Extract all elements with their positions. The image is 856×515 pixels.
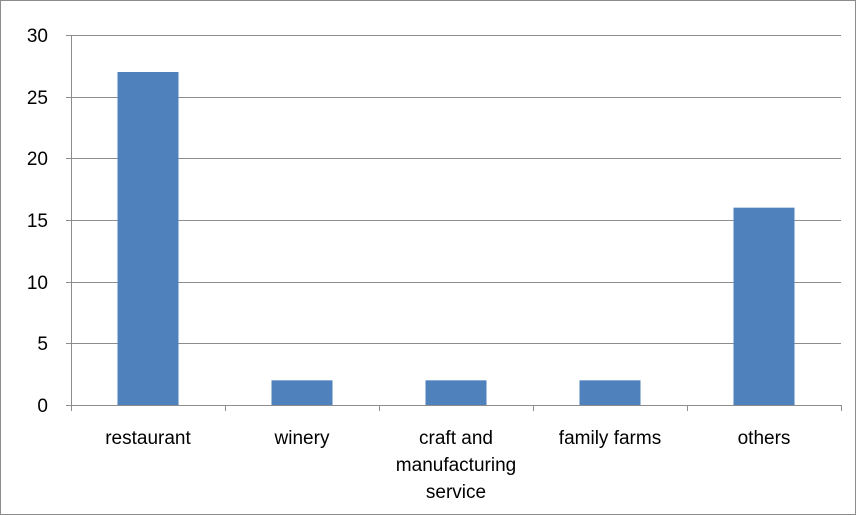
x-category-label-line: craft and [419, 428, 493, 449]
bar [579, 380, 641, 405]
x-category-label-line: restaurant [105, 428, 191, 449]
bar [117, 72, 179, 405]
x-category-label-line: others [738, 428, 791, 449]
axes [66, 35, 842, 411]
y-tick-label: 10 [27, 273, 48, 294]
labels: 0 5 10 15 20 25 30 restaurant winery craft and man… [27, 26, 791, 503]
x-category-label-line: winery [274, 428, 330, 449]
bar [733, 207, 795, 405]
bar [425, 380, 487, 405]
x-category-label-line: manufacturing [396, 455, 516, 476]
bars [117, 72, 795, 405]
y-tick-label: 5 [37, 334, 48, 355]
y-tick-label: 25 [27, 88, 48, 109]
bar [271, 380, 333, 405]
y-tick-label: 0 [37, 396, 48, 417]
y-tick-label: 15 [27, 211, 48, 232]
x-category-label: craft and manufacturing service [396, 428, 516, 503]
x-category-label: others [738, 428, 791, 449]
y-tick-label: 20 [27, 149, 48, 170]
y-tick-label: 30 [27, 26, 48, 47]
x-category-label-line: service [426, 482, 486, 503]
x-category-label: restaurant [105, 428, 191, 449]
x-category-label: winery [274, 428, 330, 449]
gridlines [71, 35, 841, 344]
x-category-label: family farms [559, 428, 661, 449]
x-category-label-line: family farms [559, 428, 661, 449]
